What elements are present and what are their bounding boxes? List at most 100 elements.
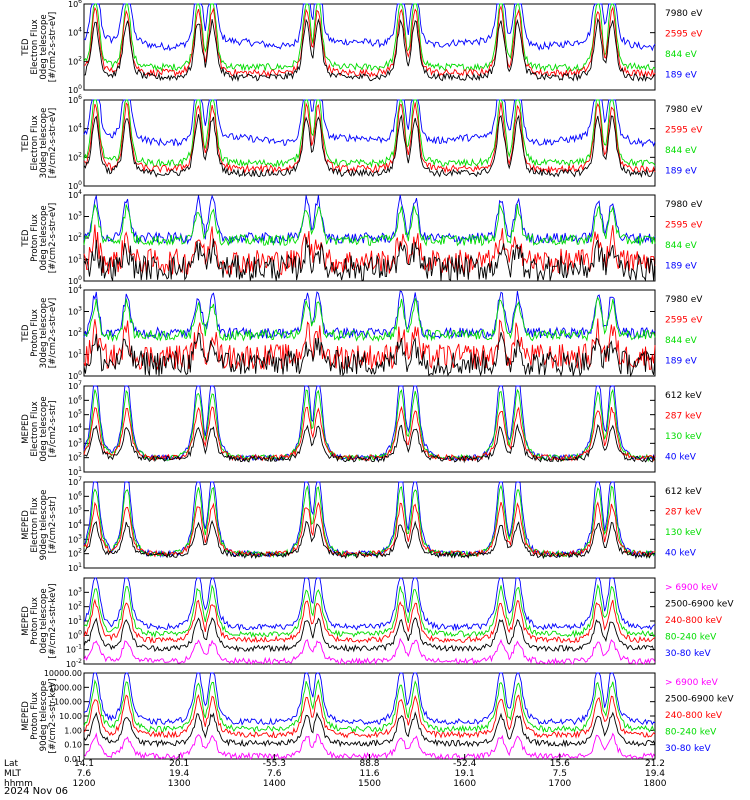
series-trace [83,236,656,282]
y-axis-label: Proton Flux [30,214,40,262]
series-trace [83,194,656,245]
y-axis-label: [#/cm2-s-str] [48,497,58,554]
y-tick-label: 107 [68,476,82,487]
y-axis-label: 90deg telescope [39,490,49,561]
y-axis-label: TED [21,324,31,343]
series-trace [83,99,656,169]
legend-entry: 240-800 keV [665,616,723,626]
x-tick-label: 15.6 [550,759,570,769]
y-axis-label: Electron Flux [30,497,40,552]
y-tick-label: 1000.00 [49,683,82,692]
y-axis-label: MEPED [21,414,31,444]
series-trace [83,102,656,174]
y-tick-label: 102 [68,548,82,559]
series-trace [83,318,656,371]
panel-meped-p-0: 10-2 10-1 100 101 102 103 MEPED Proton Flux 0deg… [21,577,734,669]
y-axis-label: 30deg telescope [39,108,49,179]
y-tick-label: 106 [68,0,82,9]
legend-entry: 7980 eV [665,200,703,210]
y-axis-label: [#/cm2-s-str-eV] [48,12,58,82]
legend-entry: 844 eV [665,336,698,346]
y-tick-label: 106 [68,94,82,105]
y-tick-label: 105 [68,505,82,516]
panel-meped-e-90: 101 102 103 104 105 106 107 MEPED Electron Flux 9… [21,476,702,573]
panel-ted-e-30: 100 102 104 106 TED Electron Flux 30deg telesc… [21,94,703,191]
x-tick-label: 88.8 [359,759,379,769]
y-axis-label: Electron Flux [30,19,40,74]
y-axis-label: [#/cm2-s-str-eV] [48,298,58,368]
y-tick-label: 0.01 [64,755,82,764]
legend-entry: 189 eV [665,166,698,176]
legend-entry: 844 eV [665,146,698,156]
legend-entry: 40 keV [665,452,697,462]
y-tick-label: 104 [68,189,82,200]
series-trace [83,583,656,639]
y-tick-label: 101 [68,254,82,265]
legend-entry: 2595 eV [665,125,703,135]
legend-entry: 7980 eV [665,9,703,19]
y-tick-label: 100 [68,180,82,191]
panel-ted-p-0: 100 101 102 103 104 TED Proton Flux 0deg telesc… [21,189,703,286]
y-tick-label: 104 [68,284,82,295]
legend-entry: 189 eV [665,261,698,271]
y-tick-label: 100 [68,370,82,381]
legend-entry: 2500-6900 keV [665,695,734,705]
legend-entry: 189 eV [665,356,698,366]
y-tick-label: 104 [68,519,82,530]
y-axis-label: Proton Flux [30,692,40,740]
y-tick-label: 101 [68,466,82,477]
y-tick-label: 101 [68,615,82,626]
y-tick-label: 102 [68,151,82,162]
y-axis-label: 30deg telescope [39,298,49,369]
x-tick-label: 1700 [548,779,571,789]
y-axis-label: MEPED [21,701,31,731]
y-axis-label: 0deg telescope [39,396,49,461]
series-trace [83,678,656,733]
y-tick-label: 104 [68,123,82,134]
y-axis-label: Proton Flux [30,309,40,357]
x-tick-label: 7.6 [77,769,92,779]
legend-entry: 80-240 keV [665,728,717,738]
legend-entry: 2500-6900 keV [665,600,734,610]
series-trace [83,385,656,463]
y-tick-label: 103 [68,437,82,448]
panel-frame [83,577,656,665]
legend-entry: 130 keV [665,528,702,538]
series-trace [83,519,656,560]
legend-entry: > 6900 keV [665,583,719,593]
y-tick-label: 0.10 [64,741,82,750]
y-tick-label: 102 [68,601,82,612]
y-axis-label: [#/cm2-s-str-eV] [48,203,58,273]
legend-entry: 80-240 keV [665,633,717,643]
y-axis-label: 0deg telescope [39,588,49,653]
series-trace [83,637,656,666]
series-trace [83,296,656,343]
legend-entry: 130 keV [665,432,702,442]
legend-entry: 7980 eV [665,105,703,115]
legend-entry: 30-80 keV [665,649,711,659]
series-trace [83,290,656,340]
y-axis-label: [#/cm2-s-str-keV] [48,584,58,659]
panel-ted-e-0: 100 102 104 106 TED Electron Flux 0deg telesco… [21,0,703,95]
x-tick-label: -52.4 [453,759,477,769]
legend-entry: 844 eV [665,50,698,60]
series-trace [83,484,656,559]
y-tick-label: 104 [68,27,82,38]
y-tick-label: 102 [68,55,82,66]
y-axis-label: MEPED [21,606,31,636]
y-axis-label: TED [21,229,31,248]
y-axis-label: [#/cm2-s-str] [48,401,58,458]
legend-entry: 40 keV [665,548,697,558]
x-tick-label: 19.4 [645,769,665,779]
y-axis-label: 0deg telescope [39,14,49,79]
x-row-label: Lat [4,759,19,769]
y-axis-label: TED [21,134,31,153]
legend-entry: 844 eV [665,241,698,251]
y-tick-label: 107 [68,380,82,391]
legend-entry: 2595 eV [665,315,703,325]
series-trace [83,694,656,739]
panel-meped-e-0: 101 102 103 104 105 106 107 MEPED Electron Flux 0… [21,380,702,477]
y-tick-label: 101 [68,349,82,360]
y-tick-label: 103 [68,586,82,597]
x-tick-label: 1500 [358,779,381,789]
